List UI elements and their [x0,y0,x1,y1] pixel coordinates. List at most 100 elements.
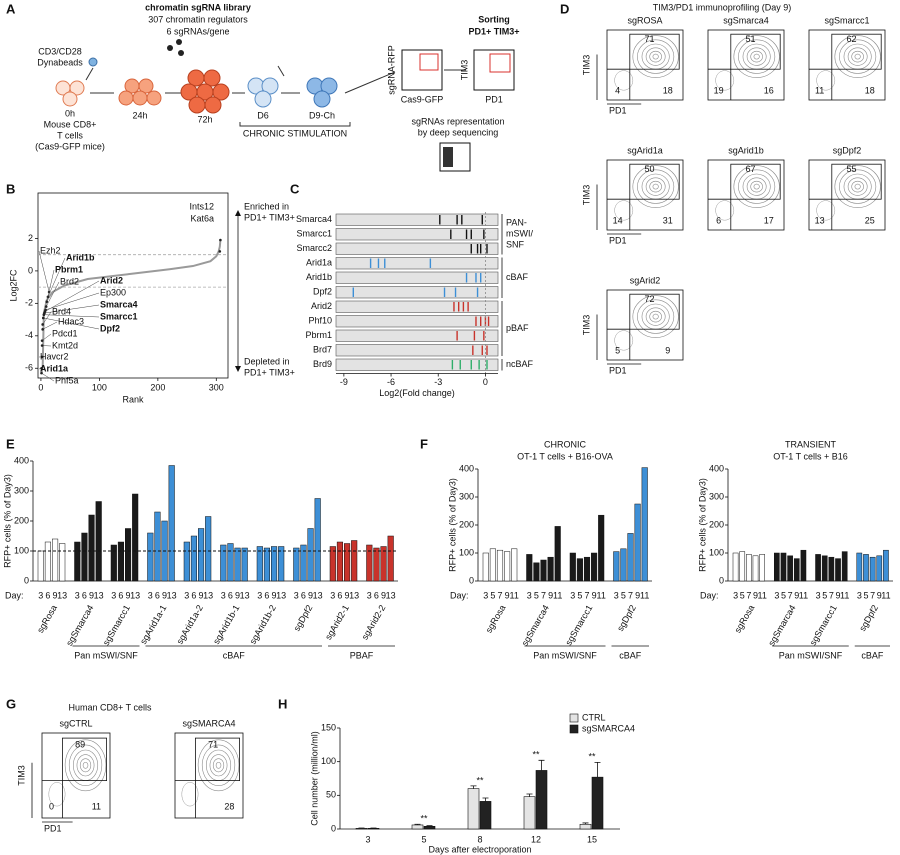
y-tick-label: 400 [709,463,724,473]
day-tick-label: 13 [349,590,359,600]
gate [62,737,108,781]
quadrant-percent: 71 [645,34,655,44]
readout: by deep sequencing [418,127,499,137]
leader-line [42,311,52,325]
day-tick-label: 13 [386,590,396,600]
error-bar [594,761,601,778]
day-tick-label: 11 [597,590,606,600]
group-label: sgArid1b-2 [248,603,278,646]
gene-label: Ezh2 [40,245,61,255]
y-tick-label: 100 [709,547,724,557]
day-tick-label: 3 [367,590,372,600]
day-tick-label: 5 [822,590,827,600]
day-tick-label: 7 [584,590,589,600]
bar [504,551,511,582]
row-label: Brd9 [313,359,332,369]
gene-label: Arid2 [100,275,123,285]
strip-row [335,271,499,284]
chart-title: TRANSIENT [785,439,837,449]
strip-row [335,286,499,299]
density-contour [632,165,679,208]
bar [598,514,605,582]
x-tick-label: 200 [150,382,165,392]
group-label: sgSmarca4 [766,603,797,647]
significance: ** [476,775,484,785]
day-tick-label: 6 [118,590,123,600]
density-contour [753,53,760,60]
gene-label: Ep300 [100,287,126,297]
x-tick-label: -9 [340,377,348,387]
bar [856,552,863,582]
sorting-label: Sorting [478,14,510,24]
plot-frame [606,289,684,361]
panel-label: F [420,436,428,451]
y-tick-label: 200 [459,519,474,529]
annotated-point [44,305,48,308]
gene-label: Smarca4 [100,299,138,309]
day-tick-label: 13 [130,590,140,600]
bar [759,554,765,582]
gate [831,33,882,70]
density-contour [652,53,659,60]
y-tick-label: -2 [25,298,33,308]
bar [780,552,787,582]
gene-label: Pdcd1 [52,328,78,338]
day-tick-label: 6 [374,590,379,600]
group-label: sgRosa [35,603,59,634]
density-contour [79,758,92,773]
annotated-point [40,366,43,370]
bar [88,514,95,582]
row-label: Arid1b [306,272,332,282]
bar [387,535,394,582]
day-tick-label: 11 [758,590,767,600]
day-tick-label: 11 [553,590,562,600]
x-tick-label: 3 [365,834,370,844]
bar [307,528,314,582]
day-tick-label: 3 [614,590,619,600]
day-tick-label: 7 [829,590,834,600]
strip-row [335,300,499,313]
gate [730,163,781,200]
group-label: pBAF [506,323,529,333]
leader-line [46,269,55,302]
gene-label: Arid1b [66,252,95,262]
y-tick-label: -6 [25,363,33,373]
density-contour [847,177,868,196]
day-tick-label: 3 [38,590,43,600]
bar [81,532,88,582]
annotated-point [40,339,44,342]
density-contour [209,754,228,777]
quadrant-percent: 4 [615,85,620,95]
bar [533,562,540,582]
bar [511,548,518,582]
bar [634,503,641,582]
quadrant-percent: 6 [716,215,721,225]
side-note: PD1+ TIM3+ [244,367,295,377]
bar [821,555,828,582]
side-note: Enriched in [244,201,289,211]
bar [329,546,336,582]
day-tick-label: 6 [228,590,233,600]
gene-label: Hdac3 [58,316,84,326]
y-tick-label: 0 [469,575,474,585]
row-label: Smarcc2 [296,243,332,253]
row-label: Arid2 [311,301,332,311]
day-tick-label: 9 [877,590,882,600]
bar [74,541,81,582]
bar [125,528,132,582]
quadrant-percent: 18 [865,85,875,95]
group-label: sgDpf2 [857,603,880,633]
density-contour [816,70,836,91]
strip-row [335,344,499,357]
row-label: Smarcc1 [296,229,332,239]
bar [300,544,307,582]
legend-swatch [569,713,579,723]
bar [591,776,604,830]
leader-line [45,281,60,307]
bar [752,555,759,582]
leader-line [47,257,66,297]
y-tick-label: 100 [321,756,336,766]
x-axis-label: Rank [122,394,144,404]
group-label: sgDpf2 [615,603,638,633]
quadrant-percent: 11 [815,85,824,95]
